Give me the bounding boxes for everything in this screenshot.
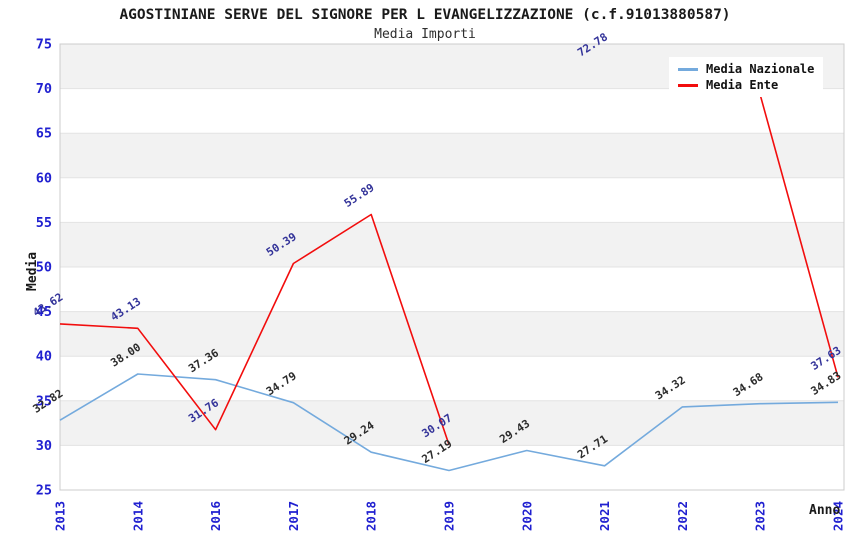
data-label: 34.79 [264,369,299,398]
data-label: 34.32 [653,373,688,402]
x-tick-label: 2019 [442,501,457,531]
grid-band [60,400,844,446]
x-tick-label: 2014 [130,501,145,531]
y-tick-label: 30 [36,438,52,454]
y-tick-label: 60 [36,170,52,186]
y-tick-label: 65 [36,126,52,142]
grid-band [60,133,844,178]
x-tick-label: 2016 [208,501,223,531]
x-tick-label: 2013 [53,501,68,531]
grid-band [60,222,844,267]
data-label: 55.89 [342,181,377,210]
x-tick-label: 2017 [286,501,301,531]
grid-band [60,311,844,357]
data-label: 34.68 [731,370,766,399]
legend-item-media-ente: Media Ente [678,77,814,93]
x-tick-label: 2023 [753,501,768,531]
legend-label: Media Ente [706,78,779,92]
x-tick-label: 2018 [364,501,379,531]
x-tick-label: 2024 [831,501,846,531]
y-tick-label: 40 [36,349,52,365]
chart-title: AGOSTINIANE SERVE DEL SIGNORE PER L EVAN… [119,7,731,23]
legend: Media Nazionale Media Ente [669,57,824,97]
y-tick-label: 50 [36,260,52,276]
x-axis-title: Anno [809,503,841,518]
x-tick-label: 2020 [519,501,534,531]
x-tick-label: 2022 [675,501,690,531]
legend-line-swatch-icon [678,67,698,71]
plot-border [59,43,845,491]
series-line-media-ente [59,94,839,446]
series-line-media-nazionale [59,373,839,472]
x-tick-label: 2021 [597,501,612,531]
legend-item-media-nazionale: Media Nazionale [678,61,814,77]
y-tick-label: 70 [36,81,52,97]
y-tick-label: 35 [36,393,52,409]
y-tick-label: 25 [36,483,52,499]
legend-line-swatch-icon [678,83,698,87]
y-axis-title: Media [25,251,40,291]
chart-subtitle: Media Importi [374,27,476,42]
y-tick-label: 45 [36,304,52,320]
data-label: 34.83 [809,369,844,398]
y-tick-label: 75 [36,37,52,53]
y-tick-label: 55 [36,215,52,231]
legend-label: Media Nazionale [706,62,815,76]
